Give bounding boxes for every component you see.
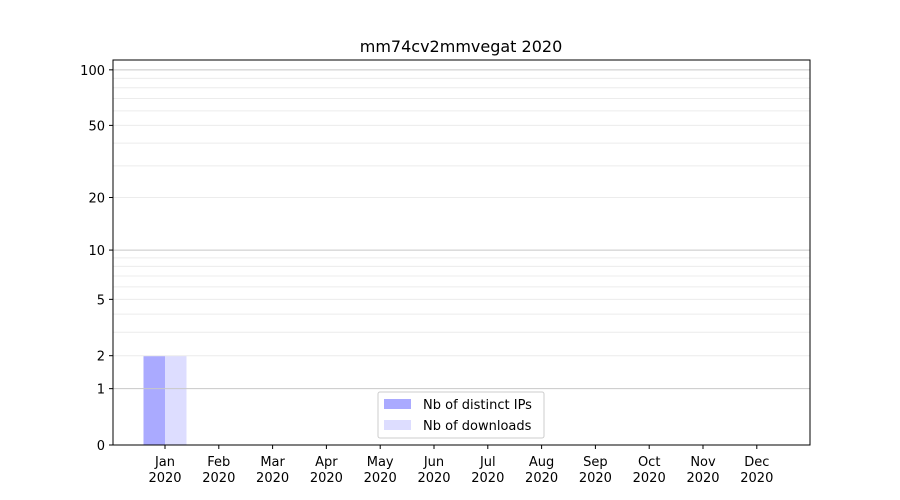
legend-swatch-distinct-ips — [384, 399, 411, 409]
x-tick-label: Jul 2020 — [471, 455, 504, 486]
legend-swatch-downloads — [384, 420, 411, 430]
x-tick-label: May 2020 — [364, 455, 397, 486]
x-tick-label: Feb 2020 — [202, 455, 235, 486]
legend-label-downloads: Nb of downloads — [423, 419, 532, 434]
x-tick-label: Sep 2020 — [579, 455, 612, 486]
y-tick-label: 20 — [88, 192, 105, 207]
x-tick-label: Jan 2020 — [148, 455, 181, 486]
y-tick-label: 10 — [88, 244, 105, 259]
legend-label-distinct-ips: Nb of distinct IPs — [423, 398, 532, 413]
x-tick-label: Apr 2020 — [310, 455, 343, 486]
bar-downloads — [165, 355, 187, 445]
y-tick-label: 1 — [97, 383, 105, 398]
x-tick-label: Oct 2020 — [633, 455, 666, 486]
x-tick-label: Mar 2020 — [256, 455, 289, 486]
x-tick-label: Aug 2020 — [525, 455, 558, 486]
x-tick-label: Jun 2020 — [417, 455, 450, 486]
y-tick-label: 0 — [97, 439, 105, 454]
x-tick-label: Dec 2020 — [740, 455, 773, 486]
y-tick-label: 5 — [97, 293, 105, 308]
y-tick-label: 100 — [80, 64, 105, 79]
plot-frame — [112, 59, 811, 446]
x-tick-label: Nov 2020 — [686, 455, 719, 486]
y-tick-label: 2 — [97, 350, 105, 365]
chart-title: mm74cv2mmvegat 2020 — [360, 37, 563, 56]
y-tick-label: 50 — [88, 119, 105, 134]
bar-distinct-ips — [143, 355, 165, 445]
legend: Nb of distinct IPs Nb of downloads — [377, 391, 545, 439]
